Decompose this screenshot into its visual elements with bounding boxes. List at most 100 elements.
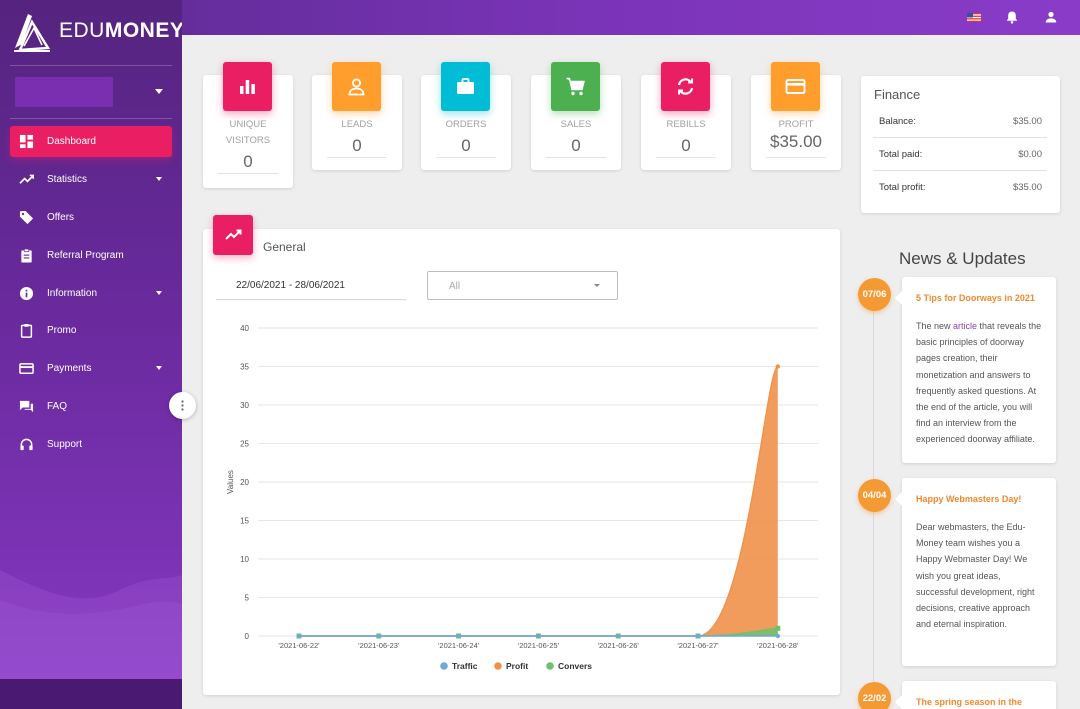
chart-legend-label: Profit bbox=[506, 661, 528, 671]
general-chart: 0 5 10 15 20 25 30 35 40 Values '2021-06-22' '2021-… bbox=[226, 324, 818, 671]
user-name-masked[interactable] bbox=[15, 77, 113, 107]
chart-x-tick-label: '2021-06-22' bbox=[278, 641, 320, 650]
stat-label: PROFIT bbox=[751, 117, 841, 133]
chart-point-traffic bbox=[296, 633, 302, 639]
stat-label: ORDERS bbox=[421, 117, 511, 133]
chart-y-tick-label: 30 bbox=[240, 401, 249, 410]
chart-point-profit bbox=[775, 364, 780, 369]
chart-x-tick-label: '2021-06-24' bbox=[438, 641, 480, 650]
chart-point-traffic bbox=[536, 633, 541, 639]
chart-point-traffic bbox=[616, 633, 621, 639]
chart-y-tick-label: 20 bbox=[240, 478, 249, 487]
chevron-down-icon[interactable] bbox=[156, 291, 162, 295]
stat-label: REBILLS bbox=[641, 117, 731, 133]
chart-point-convers bbox=[775, 625, 781, 631]
stat-card-sales: SALES 0 bbox=[531, 62, 621, 170]
brand-logo[interactable]: EDUMONEY bbox=[12, 8, 182, 54]
brand-name: EDUMONEY bbox=[59, 19, 182, 42]
caret-down-icon bbox=[594, 284, 600, 287]
sidebar-item-offers[interactable]: Offers bbox=[10, 202, 172, 233]
sidebar-toggle-button[interactable] bbox=[169, 392, 196, 419]
stat-card-orders: ORDERS 0 bbox=[421, 62, 511, 170]
stat-label-text: UNIQUE VISITORS bbox=[225, 119, 271, 146]
chart-x-tick-label: '2021-06-23' bbox=[358, 641, 400, 650]
news-article-link[interactable]: article bbox=[953, 321, 978, 331]
news-headline[interactable]: Happy Webmasters Day! bbox=[916, 494, 1022, 504]
chart-x-tick-label: '2021-06-28' bbox=[757, 641, 799, 650]
sidebar-divider bbox=[10, 118, 172, 119]
news-card: The spring season in the bbox=[895, 681, 1056, 709]
chart-y-tick-label: 0 bbox=[245, 632, 250, 641]
stat-label-text: LEADS bbox=[341, 119, 373, 130]
stat-icon-badge bbox=[332, 62, 381, 111]
filter-select[interactable]: All bbox=[427, 271, 618, 300]
news-date-badge: 04/04 bbox=[858, 479, 891, 512]
news-date-badge: 22/02 bbox=[858, 682, 891, 709]
news-title: News & Updates bbox=[899, 249, 1026, 268]
user-icon[interactable] bbox=[1043, 9, 1059, 25]
chart-point-traffic bbox=[775, 633, 780, 639]
stat-label-text: PROFIT bbox=[778, 119, 814, 130]
sidebar-item-label: Promo bbox=[47, 325, 77, 336]
sidebar-item-referral-program[interactable]: Referral Program bbox=[10, 240, 172, 271]
chart-y-tick-label: 10 bbox=[240, 555, 249, 564]
chart-point-traffic bbox=[695, 633, 701, 639]
sidebar-item-dashboard[interactable]: Dashboard bbox=[10, 126, 172, 157]
sidebar-item-label: Support bbox=[47, 439, 83, 450]
refresh-icon bbox=[677, 78, 694, 95]
sidebar-item-label: Dashboard bbox=[47, 136, 96, 147]
news-headline[interactable]: 5 Tips for Doorways in 2021 bbox=[916, 293, 1035, 303]
clipboard-outline-icon bbox=[20, 323, 33, 338]
briefcase-icon bbox=[457, 78, 474, 94]
chart-point-traffic bbox=[456, 633, 461, 639]
chevron-down-icon[interactable] bbox=[156, 177, 162, 181]
stat-label-text: REBILLS bbox=[666, 119, 706, 130]
trending-icon bbox=[19, 174, 34, 184]
stat-divider bbox=[766, 157, 826, 158]
more-vert-icon bbox=[181, 400, 184, 411]
finance-label: Balance: bbox=[879, 116, 916, 127]
user-menu-caret-icon[interactable] bbox=[155, 89, 163, 94]
sidebar-item-promo[interactable]: Promo bbox=[10, 315, 172, 346]
chart-point-traffic bbox=[376, 633, 381, 639]
chart-x-tick-label: '2021-06-25' bbox=[518, 641, 560, 650]
chart-legend-label: Convers bbox=[558, 661, 592, 671]
chevron-down-icon[interactable] bbox=[156, 366, 162, 370]
news-card: 5 Tips for Doorways in 2021 The new artic… bbox=[895, 277, 1056, 463]
sidebar-item-faq[interactable]: FAQ bbox=[10, 391, 172, 422]
date-range-input[interactable]: 22/06/2021 - 28/06/2021 bbox=[216, 273, 406, 300]
stat-card-leads: LEADS 0 bbox=[312, 62, 402, 170]
sidebar: EDUMONEY Dashboard Statistics Offers Referr… bbox=[0, 0, 182, 709]
card-icon bbox=[785, 79, 806, 94]
sidebar-item-support[interactable]: Support bbox=[10, 429, 172, 460]
headset-icon bbox=[20, 438, 33, 451]
stat-card-unique-visitors: UNIQUE VISITORS 0 bbox=[203, 62, 293, 188]
sidebar-item-payments[interactable]: Payments bbox=[10, 353, 172, 384]
sidebar-divider bbox=[10, 65, 172, 66]
sidebar-item-statistics[interactable]: Statistics bbox=[10, 164, 172, 195]
chart-y-axis-label: Values bbox=[226, 470, 235, 494]
bar-chart-icon bbox=[240, 80, 255, 94]
news-body-text: that reveals the basic principles of doo… bbox=[916, 321, 1042, 445]
sidebar-item-label: Offers bbox=[47, 212, 75, 223]
general-title: General bbox=[263, 240, 306, 254]
chart-x-tick-label: '2021-06-26' bbox=[598, 641, 640, 650]
bell-icon[interactable] bbox=[1004, 9, 1020, 25]
stat-value: 0 bbox=[461, 136, 471, 155]
us-flag-icon[interactable] bbox=[966, 9, 982, 25]
finance-value: $35.00 bbox=[1012, 116, 1042, 127]
book-logo-icon bbox=[14, 14, 51, 52]
finance-divider bbox=[873, 137, 1047, 138]
info-icon bbox=[19, 286, 34, 301]
stat-label-text: ORDERS bbox=[445, 119, 487, 130]
stat-value: 0 bbox=[681, 136, 691, 155]
sidebar-item-information[interactable]: Information bbox=[10, 278, 172, 309]
stat-card-profit: PROFIT $35.00 bbox=[751, 62, 841, 170]
tag-icon bbox=[19, 210, 34, 225]
chart-legend-label: Traffic bbox=[452, 661, 478, 671]
news-body: Dear webmasters, the Edu-Money team wish… bbox=[916, 519, 1044, 632]
stat-divider bbox=[656, 157, 716, 158]
sidebar-item-label: FAQ bbox=[47, 401, 68, 412]
news-headline[interactable]: The spring season in the bbox=[916, 697, 1023, 707]
stat-label: UNIQUE VISITORS bbox=[203, 117, 293, 149]
